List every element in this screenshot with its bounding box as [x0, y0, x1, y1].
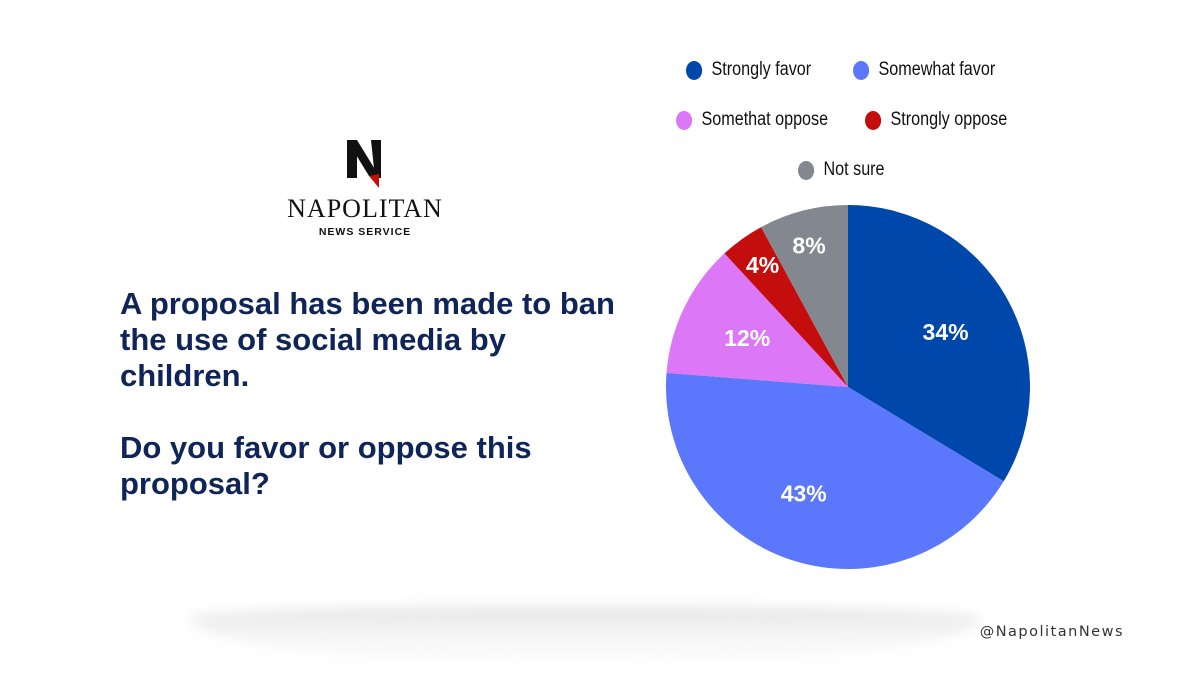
pie-slice-strongly-oppose — [724, 227, 848, 387]
logo-subtitle: NEWS SERVICE — [318, 226, 412, 238]
legend-label: Strongly favor — [711, 59, 812, 80]
pie-data-label: 8% — [792, 233, 825, 259]
social-handle: @NapolitanNews — [979, 624, 1124, 640]
legend-label: Not sure — [823, 159, 885, 180]
legend-item: Strongly favor — [686, 59, 811, 81]
napolitan-logo: NAPOLITAN NEWS SERVICE — [280, 138, 450, 238]
poll-question: A proposal has been made to ban the use … — [120, 286, 640, 502]
legend-label: Somewhat favor — [878, 59, 996, 80]
legend-label: Strongly oppose — [890, 109, 1008, 130]
question-ask: Do you favor or oppose this proposal? — [120, 430, 532, 501]
napolitan-n-mark-icon — [347, 140, 381, 188]
pie-data-label: 4% — [746, 252, 779, 278]
legend-swatch — [853, 60, 870, 80]
legend-swatch — [676, 110, 693, 130]
pie-slice-somethat-oppose — [666, 253, 848, 387]
pie-slice-somewhat-favor — [666, 372, 1004, 569]
chart-legend: Strongly favor Somewhat favor Somethat opp… — [0, 0, 1200, 200]
legend-item: Somethat oppose — [676, 109, 828, 131]
legend-item: Strongly oppose — [865, 109, 1007, 131]
pie-data-label: 34% — [923, 319, 969, 345]
legend-swatch — [686, 60, 703, 80]
pie-data-label: 43% — [781, 481, 827, 507]
pie-data-label: 12% — [724, 325, 770, 351]
legend-item: Not sure — [798, 159, 885, 181]
pie-slice-strongly-favor — [848, 205, 1030, 482]
logo-name: NAPOLITAN — [287, 194, 443, 223]
legend-item: Somewhat favor — [853, 59, 995, 81]
question-statement: A proposal has been made to ban the use … — [120, 286, 615, 393]
legend-swatch — [798, 160, 815, 180]
legend-swatch — [865, 110, 882, 130]
pie-slice-not-sure — [761, 205, 848, 387]
legend-label: Somethat oppose — [701, 109, 829, 130]
